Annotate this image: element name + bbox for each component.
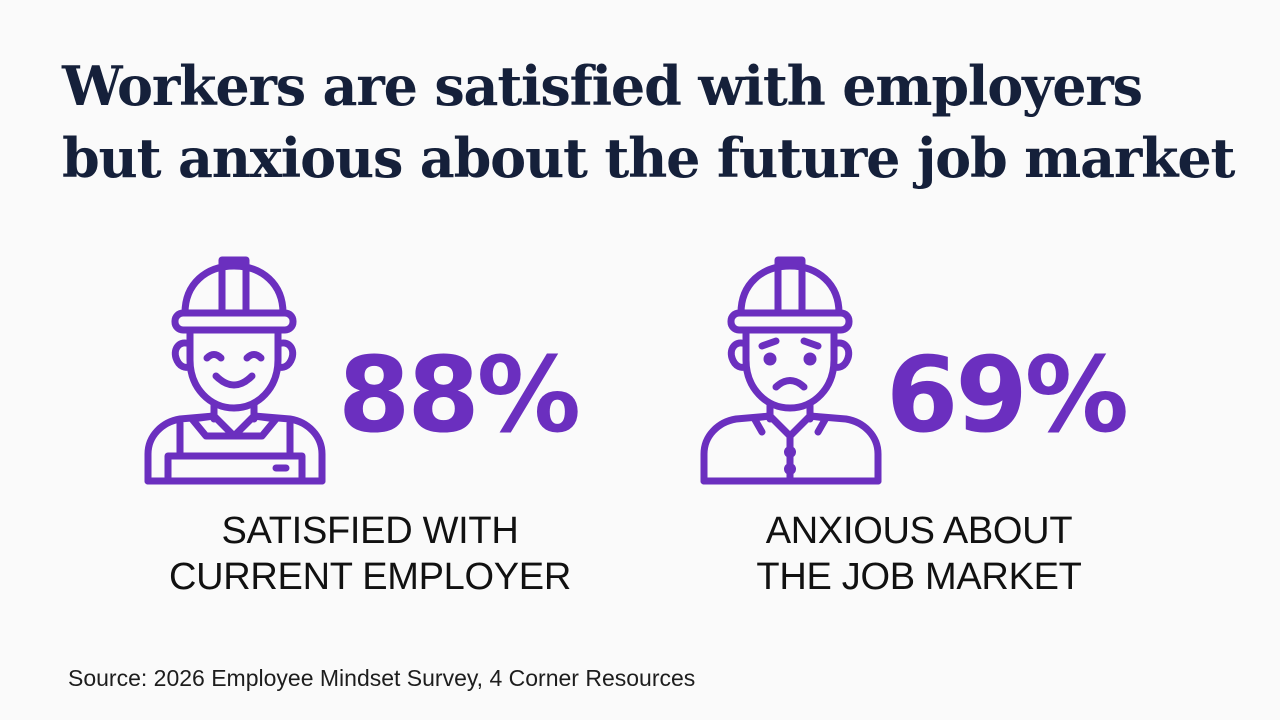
headline-line-2: but anxious about the future job market: [62, 126, 1235, 190]
stat-value-satisfied: 88%: [338, 334, 581, 456]
happy-worker-icon: [140, 256, 330, 486]
stat-label-satisfied: SATISFIED WITH CURRENT EMPLOYER: [140, 508, 600, 600]
stat-anxious: 69% ANXIOUS ABOUT THE JOB MARKET: [696, 256, 1256, 606]
stat-label-anxious-line-2: THE JOB MARKET: [756, 556, 1082, 598]
headline-line-1: Workers are satisfied with employers: [62, 54, 1143, 118]
stat-label-anxious: ANXIOUS ABOUT THE JOB MARKET: [696, 508, 1142, 600]
stat-label-anxious-line-1: ANXIOUS ABOUT: [765, 510, 1073, 552]
worried-worker-icon: [696, 256, 886, 486]
stat-satisfied: 88% SATISFIED WITH CURRENT EMPLOYER: [140, 256, 700, 606]
stat-label-satisfied-line-2: CURRENT EMPLOYER: [168, 556, 571, 598]
headline: Workers are satisfied with employers but…: [62, 50, 1242, 194]
stat-label-satisfied-line-1: SATISFIED WITH: [221, 510, 519, 552]
stat-value-anxious: 69%: [886, 334, 1129, 456]
source-note: Source: 2026 Employee Mindset Survey, 4 …: [68, 665, 696, 691]
